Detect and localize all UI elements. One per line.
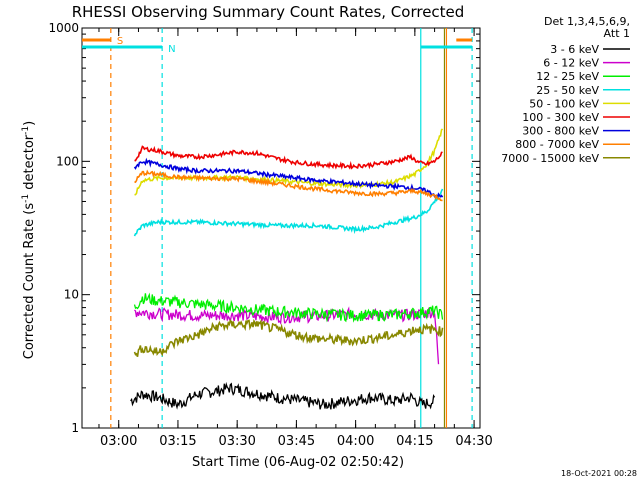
legend-label-800-7000-kev: 800 - 7000 keV	[515, 138, 599, 151]
x-tick-label: 04:30	[455, 434, 492, 449]
y-axis-label-part1: Corrected Count Rate (s	[22, 203, 37, 360]
legend-label-6-12-kev: 6 - 12 keV	[543, 57, 599, 70]
series-line-6-12-kev	[134, 306, 440, 365]
annotation-label-s: S	[117, 36, 123, 47]
legend-label-50-100-kev: 50 - 100 keV	[529, 97, 599, 110]
x-tick-label: 03:00	[100, 434, 137, 449]
series-line-7000-15000-kev	[133, 318, 444, 358]
y-axis-label-sup2: -1	[21, 126, 31, 135]
legend-label-7000-15000-kev: 7000 - 15000 keV	[501, 152, 599, 165]
series-line-800-7000-kev	[134, 169, 443, 202]
x-tick-label: 03:30	[218, 434, 255, 449]
legend-header-line: Det 1,3,4,5,6,9,	[544, 15, 630, 28]
y-axis-label: Corrected Count Rate (s-1 detector-1)	[21, 121, 37, 359]
series-line-25-50-kev	[133, 188, 444, 237]
legend-label-300-800-kev: 300 - 800 keV	[522, 125, 599, 138]
x-tick-label: 03:45	[278, 434, 315, 449]
series-line-12-25-kev	[133, 292, 444, 323]
y-tick-label: 1000	[48, 21, 79, 35]
x-tick-label: 04:00	[337, 434, 374, 449]
plot-frame	[81, 27, 481, 429]
chart-title: RHESSI Observing Summary Count Rates, Co…	[72, 3, 465, 21]
y-axis-label-part2: detector	[22, 134, 37, 194]
legend-label-12-25-kev: 12 - 25 keV	[536, 70, 599, 83]
y-axis-label-sup1: -1	[21, 194, 31, 203]
y-tick-label: 1	[71, 421, 79, 435]
plot-area: 1 10 100 1000 03:00 03:15 03:30 03:45 04:00 04:15…	[48, 21, 492, 449]
y-axis-label-part3: )	[22, 121, 37, 126]
x-axis-label: Start Time (06-Aug-02 02:50:42)	[192, 455, 404, 470]
y-tick-label: 10	[64, 288, 79, 302]
x-tick-label: 03:15	[159, 434, 196, 449]
series-line-3-6-kev	[130, 381, 436, 410]
annotation-label-n: N	[168, 44, 175, 55]
legend-label-100-300-kev: 100 - 300 keV	[522, 111, 599, 124]
y-tick-label: 100	[56, 154, 79, 168]
legend-label-3-6-kev: 3 - 6 keV	[550, 43, 599, 56]
legend-header-line: Att 1	[604, 27, 630, 40]
series-line-100-300-kev	[134, 145, 443, 170]
series-line-300-800-kev	[133, 157, 444, 200]
legend-label-25-50-kev: 25 - 50 keV	[536, 84, 599, 97]
x-tick-label: 04:15	[396, 434, 433, 449]
footer-date: 18-Oct-2021 00:28	[561, 469, 637, 478]
